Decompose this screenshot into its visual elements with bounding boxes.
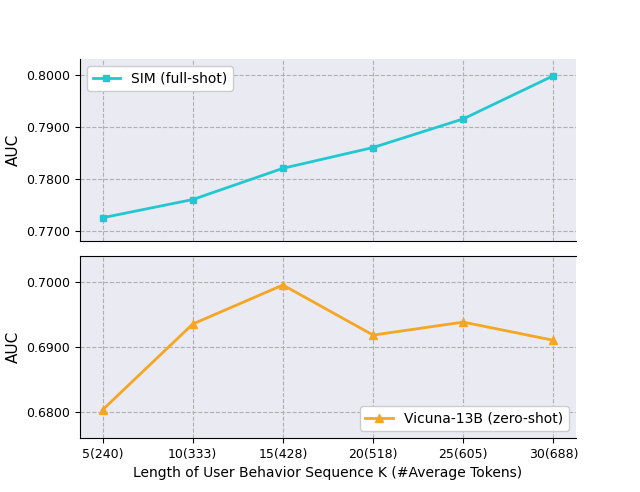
Vicuna-13B (zero-shot) — [99, 407, 106, 413]
SIM (full-shot) — [279, 165, 287, 171]
SIM (full-shot) — [550, 73, 557, 79]
Vicuna-13B (zero-shot) — [550, 338, 557, 343]
Vicuna-13B (zero-shot) — [279, 282, 287, 288]
X-axis label: Length of User Behavior Sequence K (#Average Tokens): Length of User Behavior Sequence K (#Ave… — [133, 466, 523, 480]
Line: SIM (full-shot): SIM (full-shot) — [99, 72, 557, 221]
Y-axis label: AUC: AUC — [6, 134, 20, 166]
Legend: SIM (full-shot): SIM (full-shot) — [87, 66, 233, 91]
Line: Vicuna-13B (zero-shot): Vicuna-13B (zero-shot) — [99, 281, 557, 414]
Vicuna-13B (zero-shot) — [189, 321, 196, 327]
SIM (full-shot) — [460, 116, 467, 122]
SIM (full-shot) — [189, 197, 196, 203]
SIM (full-shot) — [99, 215, 106, 221]
Vicuna-13B (zero-shot) — [460, 319, 467, 325]
SIM (full-shot) — [369, 145, 377, 151]
Vicuna-13B (zero-shot) — [369, 332, 377, 338]
Legend: Vicuna-13B (zero-shot): Vicuna-13B (zero-shot) — [360, 406, 569, 431]
Y-axis label: AUC: AUC — [6, 331, 20, 363]
